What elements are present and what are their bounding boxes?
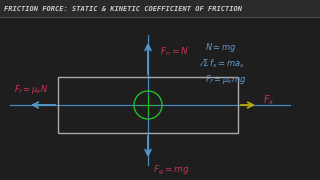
Text: $\not\!\!\Sigma\, f_x = ma_x$: $\not\!\!\Sigma\, f_x = ma_x$ bbox=[199, 58, 245, 70]
Text: $F_f= \mu_k N$: $F_f= \mu_k N$ bbox=[14, 84, 48, 96]
Text: $F_g= mg$: $F_g= mg$ bbox=[153, 163, 190, 177]
Text: FRICTION FORCE: STATIC & KINETIC COEFFICIENT OF FRICTION: FRICTION FORCE: STATIC & KINETIC COEFFIC… bbox=[4, 6, 242, 12]
Text: $F_f = \mu_k mg$: $F_f = \mu_k mg$ bbox=[205, 73, 246, 87]
Bar bbox=[58, 77, 238, 133]
Text: $F_n= N$: $F_n= N$ bbox=[160, 46, 189, 58]
Text: $F_x$: $F_x$ bbox=[263, 93, 275, 107]
Bar bbox=[0, 0, 320, 18]
Text: $N = mg$: $N = mg$ bbox=[205, 42, 237, 55]
